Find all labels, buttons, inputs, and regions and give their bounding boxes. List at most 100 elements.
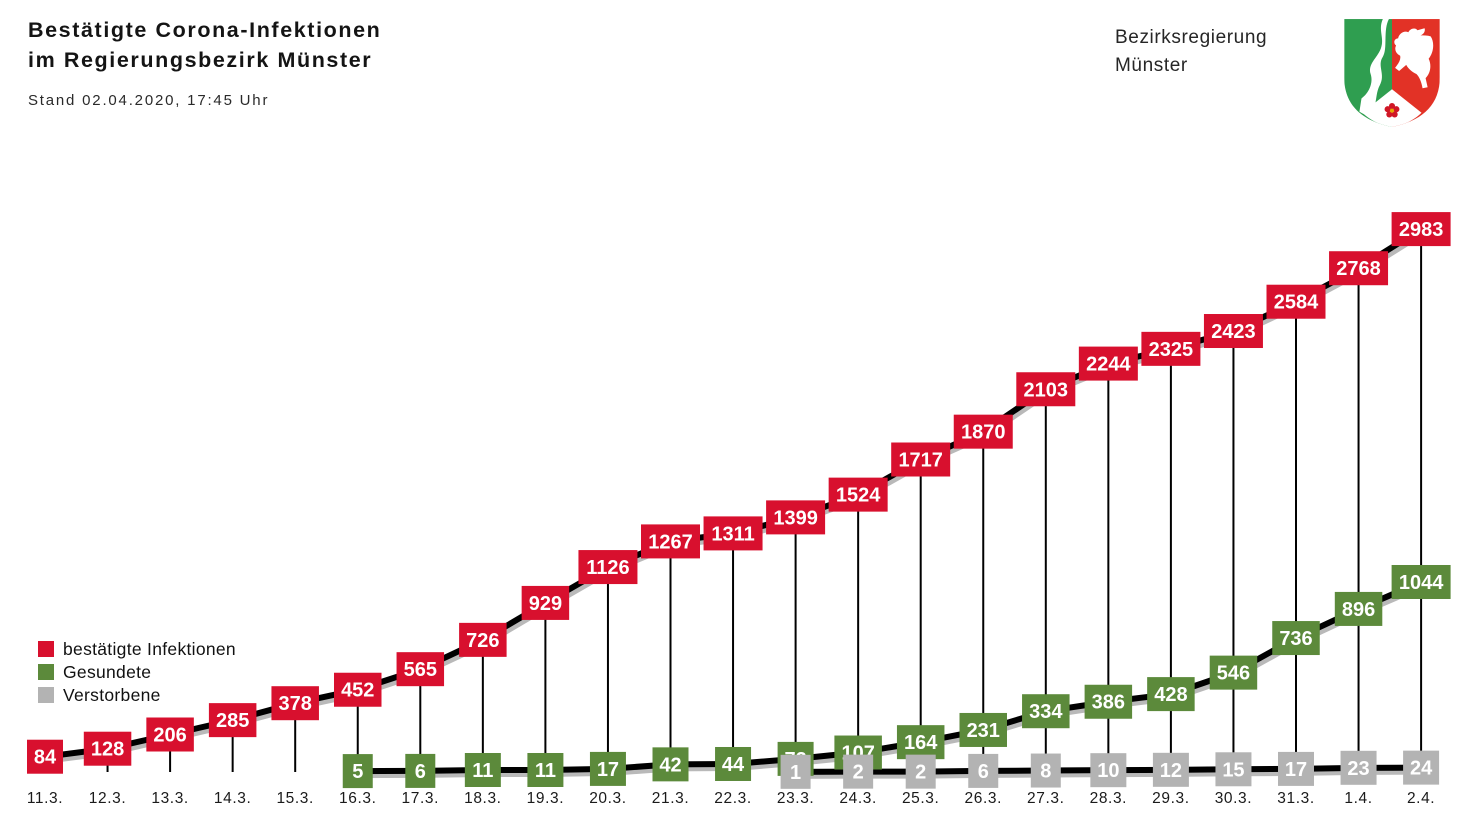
- x-axis-label: 23.3.: [777, 790, 814, 807]
- infektionen-value-label: 2983: [1391, 212, 1451, 247]
- value-label-text: 1: [790, 762, 801, 784]
- x-axis-label: 25.3.: [902, 790, 939, 807]
- value-label-text: 2103: [1024, 379, 1069, 401]
- value-label-box: [968, 753, 999, 788]
- value-label-box: [953, 414, 1013, 449]
- value-label-text: 896: [1342, 599, 1375, 621]
- value-label-text: 2325: [1149, 339, 1194, 361]
- value-label-box: [715, 746, 752, 781]
- gesundete-value-label: 334: [1022, 694, 1070, 729]
- legend-swatch-infektionen: [38, 641, 54, 657]
- brand-name-line1: Bezirksregierung: [1115, 27, 1268, 48]
- x-axis-label: 12.3.: [89, 790, 126, 807]
- westphalian-horse: [1394, 28, 1434, 89]
- gesundete-value-label: 546: [1209, 655, 1258, 690]
- gesundete-value-label: 386: [1084, 684, 1133, 719]
- brand-name: Bezirksregierung Münster: [1115, 24, 1267, 79]
- x-axis-label: 11.3.: [27, 790, 63, 807]
- lippe-rose: [1384, 103, 1400, 118]
- gesundete-value-label: 17: [589, 751, 626, 786]
- verstorbene-value-label: 1: [780, 754, 811, 789]
- value-label-box: [1272, 621, 1320, 656]
- chart-title: Bestätigte Corona-Infektionen im Regieru…: [28, 16, 381, 75]
- gesundete-value-label: 5: [342, 754, 373, 789]
- nrw-coat-of-arms-logo: [1344, 19, 1440, 127]
- value-label-text: 2584: [1274, 292, 1319, 314]
- value-label-text: 5: [352, 761, 363, 783]
- value-label-text: 2: [853, 762, 864, 784]
- gesundete-value-label: 44: [715, 746, 752, 781]
- value-label-text: 452: [341, 680, 374, 702]
- value-label-text: 1399: [773, 507, 818, 529]
- value-label-box: [83, 731, 132, 766]
- value-label-text: 929: [529, 593, 562, 615]
- legend-item-verstorbene: Verstorbene: [38, 685, 236, 705]
- value-label-box: [146, 717, 194, 752]
- gesundete-value-label: 11: [464, 752, 501, 787]
- verstorbene-value-label: 8: [1030, 753, 1061, 788]
- value-label-text: 231: [967, 720, 1000, 742]
- value-label-text: 24: [1410, 758, 1433, 780]
- chart-subtitle-stand: Stand 02.04.2020, 17:45 Uhr: [28, 92, 270, 109]
- infektionen-value-label: 2103: [1016, 372, 1076, 407]
- legend-item-infektionen: bestätigte Infektionen: [38, 638, 236, 659]
- verstorbene-value-label: 17: [1278, 751, 1314, 786]
- value-label-text: 12: [1160, 760, 1182, 782]
- x-axis-label: 2.4.: [1407, 790, 1435, 807]
- x-axis-label: 16.3.: [339, 790, 376, 807]
- value-label-text: 15: [1222, 759, 1244, 781]
- value-label-text: 128: [91, 739, 124, 761]
- gesundete-value-label: 896: [1334, 591, 1383, 626]
- verstorbene-value-label: 2: [843, 754, 874, 789]
- legend-swatch-gesundete: [38, 664, 54, 680]
- x-axis-label: 13.3.: [151, 790, 188, 807]
- infektionen-value-label: 2325: [1141, 331, 1201, 366]
- value-label-box: [1391, 564, 1451, 599]
- value-label-box: [1334, 591, 1383, 626]
- x-axis-label: 19.3.: [527, 790, 564, 807]
- gesundete-value-label: 1044: [1391, 564, 1451, 599]
- infektionen-value-label: 2584: [1266, 284, 1326, 319]
- infektionen-value-label: 378: [271, 686, 319, 721]
- value-label-box: [1141, 331, 1201, 366]
- gesundete-value-label: 42: [652, 747, 689, 782]
- legend-label-infektionen: bestätigte Infektionen: [63, 638, 236, 659]
- value-label-box: [1203, 314, 1263, 349]
- value-label-text: 2: [915, 762, 926, 784]
- x-axis-label: 1.4.: [1344, 790, 1372, 807]
- gesundete-value-label: 736: [1272, 621, 1320, 656]
- x-axis-label: 17.3.: [402, 790, 439, 807]
- x-axis-label: 21.3.: [652, 790, 689, 807]
- value-label-text: 44: [722, 754, 745, 776]
- value-label-box: [1152, 752, 1189, 787]
- legend-item-gesundete: Gesundete: [38, 662, 236, 682]
- value-label-text: 164: [904, 732, 938, 754]
- infektionen-value-label: 1267: [641, 524, 700, 559]
- infektionen-value-label: 452: [334, 672, 382, 707]
- value-label-text: 42: [659, 754, 681, 776]
- value-label-box: [342, 754, 373, 789]
- value-label-text: 2983: [1399, 219, 1444, 241]
- value-label-box: [652, 747, 689, 782]
- value-label-box: [1209, 655, 1258, 690]
- value-label-text: 1267: [648, 531, 693, 553]
- value-label-text: 11: [535, 760, 556, 782]
- gesundete-value-label: 164: [896, 725, 945, 760]
- legend-swatch-verstorbene: [38, 687, 54, 703]
- value-label-box: [1215, 752, 1252, 787]
- x-axis-label: 15.3.: [276, 790, 313, 807]
- value-label-text: 378: [279, 693, 312, 715]
- value-label-box: [1084, 684, 1133, 719]
- value-label-box: [464, 752, 501, 787]
- gesundete-line: [354, 578, 1425, 775]
- infektionen-value-label: 2244: [1078, 346, 1138, 381]
- infektionen-value-label: 1399: [766, 500, 826, 535]
- value-label-text: 428: [1154, 684, 1187, 706]
- value-label-box: [766, 500, 826, 535]
- value-label-text: 10: [1097, 760, 1119, 782]
- value-label-text: 726: [466, 630, 499, 652]
- x-axis-label: 26.3.: [965, 790, 1002, 807]
- value-label-box: [334, 672, 382, 707]
- infektionen-value-label: 2423: [1203, 314, 1263, 349]
